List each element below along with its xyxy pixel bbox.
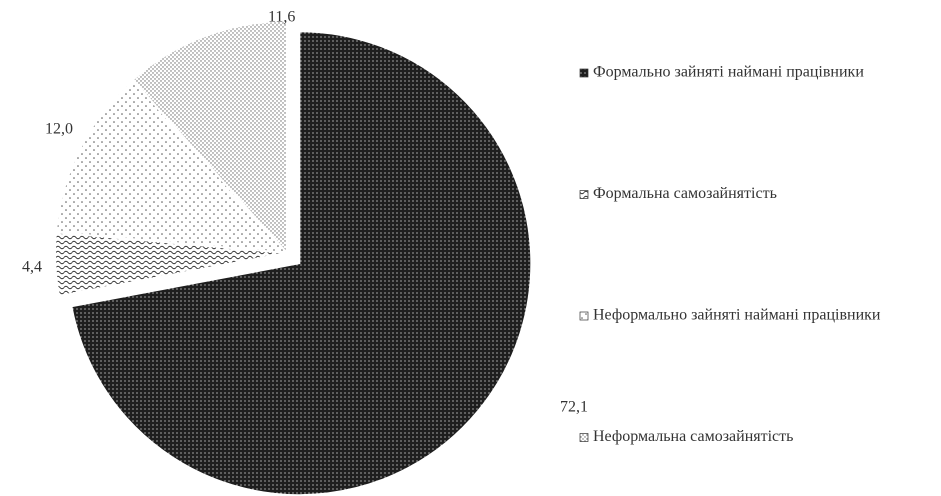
legend-label: Формально зайняті наймані працівники bbox=[593, 64, 864, 81]
data-label: 11,6 bbox=[268, 9, 295, 26]
pie-slice bbox=[131, 19, 288, 256]
legend-swatch bbox=[579, 311, 589, 321]
legend-swatch bbox=[579, 190, 589, 199]
legend-swatch bbox=[579, 433, 589, 442]
pie-slice bbox=[70, 30, 533, 496]
data-label: 4,4 bbox=[22, 259, 42, 276]
legend-label: Неформально зайняті наймані працівники bbox=[593, 307, 881, 324]
legend-swatch bbox=[579, 68, 589, 78]
data-label: 72,1 bbox=[560, 399, 588, 416]
legend-label: Неформальна самозайнятість bbox=[593, 428, 793, 445]
data-label: 12,0 bbox=[45, 121, 73, 138]
pie-slice bbox=[54, 78, 290, 255]
legend-label: Формальна самозайнятість bbox=[593, 185, 777, 202]
